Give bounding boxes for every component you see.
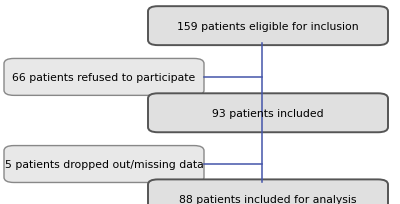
FancyBboxPatch shape: [148, 94, 388, 133]
Text: 5 patients dropped out/missing data: 5 patients dropped out/missing data: [5, 159, 203, 169]
FancyBboxPatch shape: [4, 146, 204, 183]
Text: 66 patients refused to participate: 66 patients refused to participate: [12, 73, 196, 82]
Text: 159 patients eligible for inclusion: 159 patients eligible for inclusion: [177, 22, 359, 31]
Text: 88 patients included for analysis: 88 patients included for analysis: [179, 194, 357, 204]
FancyBboxPatch shape: [148, 7, 388, 46]
Text: 93 patients included: 93 patients included: [212, 108, 324, 118]
FancyBboxPatch shape: [4, 59, 204, 96]
FancyBboxPatch shape: [148, 180, 388, 204]
